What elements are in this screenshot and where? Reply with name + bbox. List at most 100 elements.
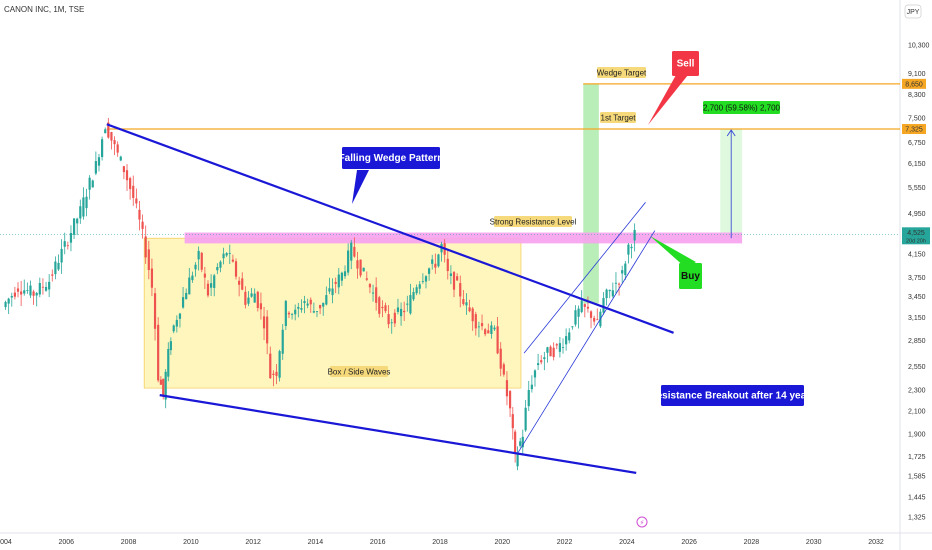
candle-body	[633, 229, 636, 241]
event-lightning-icon[interactable]: ⚡	[636, 516, 648, 528]
candle-body	[583, 304, 586, 307]
candle-body	[580, 300, 583, 312]
candle-body	[269, 353, 272, 379]
candle-body	[38, 282, 41, 295]
candle-body	[231, 259, 234, 262]
wedge-target-zone	[583, 83, 599, 304]
candle-body	[353, 246, 356, 257]
candle-body	[125, 170, 129, 181]
candle-body	[558, 343, 561, 352]
sell-label: Sell	[677, 59, 695, 70]
candle-body	[487, 330, 490, 334]
breakout-label: Resistance Breakout after 14 years	[649, 391, 816, 402]
candle-body	[300, 308, 303, 310]
candle-body	[219, 261, 222, 268]
x-tick-label: 2032	[868, 539, 884, 546]
channel-upper-line	[523, 202, 646, 354]
candle-body	[150, 268, 154, 288]
candle-body	[272, 373, 275, 375]
candle-body	[41, 286, 45, 288]
first-target-label: 1st Target	[601, 114, 637, 123]
candle-body	[465, 302, 468, 306]
candle-body	[266, 316, 269, 344]
candle-body	[384, 305, 387, 312]
candle-body	[144, 236, 147, 258]
candle-body	[568, 332, 571, 341]
candle-body	[602, 297, 605, 313]
candle-body	[164, 371, 167, 400]
candle-body	[57, 262, 60, 270]
candle-body	[225, 253, 228, 256]
candle-body	[306, 303, 309, 306]
candle-body	[406, 303, 409, 305]
candle-body	[340, 272, 343, 281]
candle-body	[630, 246, 633, 249]
x-tick-label: 2022	[557, 539, 573, 546]
candle-body	[315, 311, 319, 312]
candle-body	[35, 292, 38, 296]
candle-body	[169, 341, 172, 351]
candle-body	[153, 293, 157, 329]
x-tick-label: 2018	[432, 539, 448, 546]
y-tick-label: 1,325	[908, 515, 926, 522]
time-axis[interactable]: 2004 2006 2008 2010 2012 2014 2016 2018 2020 2022…	[0, 539, 884, 546]
y-tick-label: 1,725	[908, 454, 926, 461]
candle-body	[10, 295, 13, 298]
candle-body	[281, 329, 284, 354]
wedge-lower-line	[159, 394, 637, 474]
x-tick-label: 2024	[619, 539, 635, 546]
candle-body	[191, 275, 194, 281]
y-tick-label: 4,950	[908, 211, 926, 218]
candle-body	[238, 280, 241, 285]
candle-body	[247, 297, 250, 304]
candle-body	[275, 371, 278, 376]
candle-body	[371, 292, 375, 294]
first-target-label-bg	[600, 112, 636, 123]
x-tick-label: 2016	[370, 539, 386, 546]
measure-arrow-head	[726, 129, 736, 137]
candle-body	[456, 276, 459, 281]
currency-badge[interactable]: JPY	[904, 4, 922, 19]
candle-body	[216, 267, 219, 271]
price-axis[interactable]: 10,300 9,100 8,300 7,500 6,750 6,150 5,550 4,95…	[902, 43, 930, 522]
candle-body	[278, 351, 281, 378]
candle-body	[244, 291, 247, 305]
buy-pointer	[650, 236, 696, 268]
candle-body	[32, 291, 35, 296]
candle-body	[69, 233, 73, 243]
candle-body	[132, 185, 135, 198]
y-tick-label: 5,550	[908, 185, 926, 192]
candle-body	[54, 261, 57, 275]
candle-body	[484, 329, 487, 335]
y-tick-label: 1,900	[908, 432, 926, 439]
candle-body	[322, 302, 325, 307]
wedge-target-label: Wedge Target	[597, 69, 647, 78]
measure-label: 2,700 (59.58%) 2,700	[703, 104, 780, 113]
candle-body	[101, 139, 104, 158]
candle-body	[428, 268, 431, 274]
wedge-upper-line	[106, 123, 674, 334]
candle-body	[434, 263, 437, 268]
candle-body	[107, 122, 110, 138]
candle-body	[412, 292, 415, 300]
x-tick-label: 2020	[494, 539, 510, 546]
candle-body	[119, 156, 122, 161]
candle-body	[593, 317, 596, 322]
candle-body	[540, 360, 543, 363]
target-price-badge: 7,325	[905, 127, 923, 134]
candle-body	[424, 276, 428, 282]
candle-body	[51, 274, 54, 276]
y-tick-label: 4,150	[908, 252, 926, 259]
candle-body	[210, 283, 213, 288]
candle-body	[387, 314, 390, 325]
candle-body	[393, 312, 396, 324]
falling-wedge-pointer	[352, 170, 369, 204]
wedge-target-label-bg	[597, 67, 646, 78]
x-tick-label: 2006	[58, 539, 74, 546]
candle-body	[502, 364, 505, 375]
candle-body	[477, 326, 481, 328]
candle-body	[574, 310, 577, 325]
candle-body	[48, 281, 51, 290]
candle-body	[499, 348, 502, 369]
